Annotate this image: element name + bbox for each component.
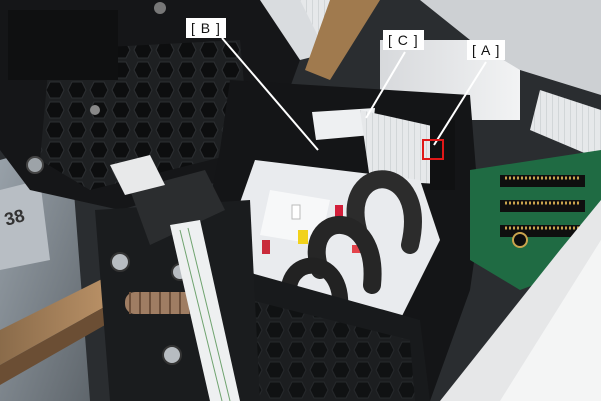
screw [154, 2, 166, 14]
flex-cable-trace [179, 229, 223, 401]
callout-label-b: [ B ] [186, 18, 226, 38]
screw [162, 345, 182, 365]
ribbon-cable-back [312, 108, 375, 140]
leader-line-b [221, 37, 319, 151]
yellow-marker [298, 230, 308, 244]
flex-cable-trace [187, 227, 231, 401]
red-marker [352, 245, 362, 253]
ribbon-cable-right [530, 90, 601, 160]
flex-cable [170, 220, 240, 401]
board-connector [500, 175, 585, 237]
screw [110, 252, 130, 272]
frame-bracket [8, 10, 118, 80]
right-upper-panel [420, 0, 601, 95]
flex-cable-top [110, 155, 165, 195]
screw [90, 105, 100, 115]
side-cover-highlight [500, 240, 601, 401]
board-component [512, 232, 528, 248]
red-marker [262, 240, 270, 254]
leader-line-c [365, 51, 406, 119]
screw [26, 156, 44, 174]
front-hex-grid [250, 300, 415, 401]
highlight-box-a [422, 139, 444, 160]
callout-label-a: [ A ] [467, 40, 506, 60]
leader-line-a [433, 61, 487, 146]
black-tape [130, 170, 225, 245]
timing-strip [305, 0, 380, 80]
drive-belt [0, 270, 135, 365]
rail-stamp-plate [0, 180, 50, 270]
ink-nozzle [291, 204, 301, 220]
callout-label-c: [ C ] [383, 30, 424, 50]
ink-tube [307, 216, 382, 294]
magenta-marker [335, 205, 343, 219]
ink-tube [346, 170, 422, 254]
